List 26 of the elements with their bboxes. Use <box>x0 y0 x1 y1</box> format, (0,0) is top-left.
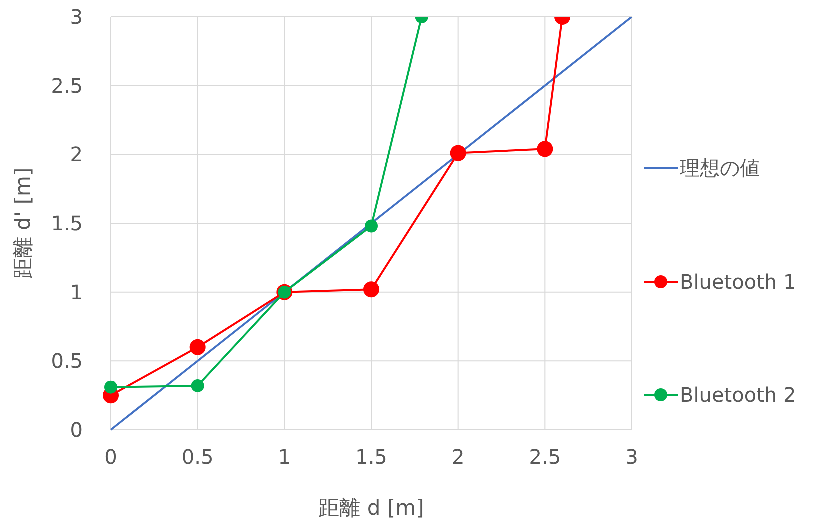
point <box>450 145 466 162</box>
point <box>537 141 554 158</box>
legend-label: 理想の値 <box>680 156 760 180</box>
point <box>365 220 378 233</box>
x-tick-label: 1 <box>278 445 292 469</box>
y-tick-label: 2 <box>70 142 83 167</box>
x-axis-title: 距離 d [m] <box>318 496 424 520</box>
y-tick-label: 2.5 <box>51 74 83 98</box>
x-tick-label: 2.5 <box>529 445 562 469</box>
point <box>190 339 206 356</box>
x-tick-label: 3 <box>626 445 638 469</box>
y-tick-label: 3 <box>70 5 83 29</box>
y-tick-label: 0.5 <box>51 349 83 374</box>
point <box>364 282 380 298</box>
legend-label: Bluetooth 1 <box>680 270 796 294</box>
legend-label: Bluetooth 2 <box>680 383 796 407</box>
y-tick-label: 1 <box>70 280 83 304</box>
x-tick-label: 0 <box>104 445 118 469</box>
y-tick-label: 1.5 <box>51 212 83 236</box>
y-axis-title: 距離 d' [m] <box>11 168 35 280</box>
x-tick-label: 0.5 <box>182 445 214 469</box>
y-tick-label: 0 <box>70 418 83 442</box>
point <box>191 379 204 392</box>
x-tick-label: 1.5 <box>356 445 388 469</box>
x-tick-label: 2 <box>452 445 465 469</box>
point <box>104 380 118 394</box>
